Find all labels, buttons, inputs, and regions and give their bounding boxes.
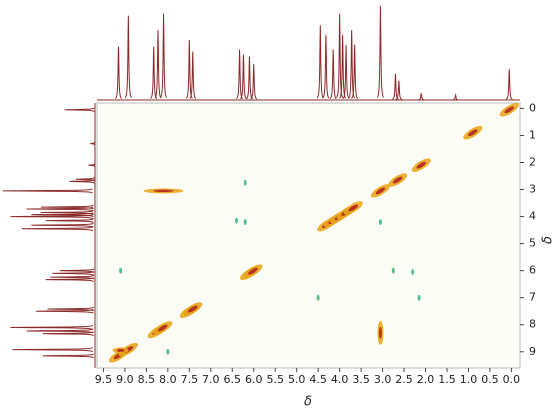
- top-projection-peak: [189, 51, 197, 100]
- x-tick-label: 1.5: [438, 373, 456, 386]
- y-tick-label: 1: [529, 128, 536, 141]
- y-tick-label: 0: [529, 101, 536, 114]
- y-tick-label: 5: [529, 237, 536, 250]
- top-projection-peak: [418, 93, 425, 101]
- x-tick-label: 0.5: [481, 373, 499, 386]
- top-projection-peak: [236, 49, 244, 100]
- peak-core: [504, 106, 515, 114]
- x-tick-label: 6.0: [245, 373, 263, 386]
- top-projection-peak: [322, 35, 330, 99]
- y-tick-label: 8: [529, 318, 536, 331]
- top-projection-peak: [316, 25, 324, 99]
- top-projection-peak: [348, 30, 356, 99]
- top-projection-peak: [154, 30, 162, 99]
- left-projection-peak: [21, 226, 94, 232]
- top-projection-peak: [160, 13, 168, 98]
- peak-core: [157, 324, 168, 332]
- top-projection-peak: [246, 56, 253, 100]
- left-projection-peak: [75, 177, 95, 182]
- y-tick-label: 6: [529, 264, 536, 277]
- x-tick-label: 0.0: [503, 373, 521, 386]
- x-tick-label: 9.0: [116, 373, 134, 386]
- left-projection-peak: [45, 218, 94, 223]
- weak-peak: [166, 348, 170, 355]
- top-projection-peak: [150, 46, 158, 99]
- peak-core: [153, 189, 174, 193]
- peak-core: [416, 161, 427, 169]
- weak-peak: [316, 294, 320, 301]
- x-tick-label: 7.0: [202, 373, 220, 386]
- left-projection-peak: [2, 188, 93, 194]
- x-tick-label: 1.0: [460, 373, 478, 386]
- left-projection-peak: [10, 325, 93, 330]
- left-projection-peak: [10, 214, 93, 219]
- weak-peak: [391, 267, 395, 274]
- top-projection-peak: [376, 5, 384, 98]
- weak-peak: [243, 218, 247, 225]
- weak-peak: [417, 294, 421, 301]
- top-projection-peak: [351, 44, 359, 99]
- left-projection-peak: [64, 107, 95, 113]
- peak-core: [187, 305, 198, 313]
- x-tick-label: 8.5: [138, 373, 156, 386]
- top-projection-peak: [250, 64, 258, 100]
- top-projection-peak: [336, 13, 344, 98]
- top-projection-peak: [240, 54, 247, 100]
- x-tick-label: 3.5: [352, 373, 370, 386]
- left-projection-peak: [40, 210, 94, 215]
- x-axis-label: δ: [304, 395, 312, 410]
- x-tick-label: 2.5: [395, 373, 413, 386]
- peak-core: [467, 129, 478, 137]
- weak-peak: [378, 218, 382, 225]
- top-projection-peak: [124, 15, 132, 98]
- x-tick-label: 9.5: [95, 373, 113, 386]
- left-projection-peak: [52, 271, 95, 276]
- peak-core: [348, 204, 359, 212]
- left-projection-peak: [59, 268, 95, 273]
- peak-core: [378, 326, 382, 339]
- y-tick-label: 2: [529, 155, 536, 168]
- y-tick-label: 7: [529, 291, 536, 304]
- top-projection-peak: [395, 80, 403, 100]
- top-projection-peak: [452, 93, 459, 101]
- x-tick-label: 4.0: [331, 373, 349, 386]
- y-axis-label: δ: [541, 236, 556, 244]
- top-projection-peak: [115, 46, 122, 99]
- left-projection-peak: [26, 328, 94, 334]
- left-projection-peak: [12, 347, 93, 353]
- peak-core: [392, 176, 403, 184]
- left-projection-peak: [90, 141, 96, 146]
- top-projection-peak: [329, 49, 337, 100]
- left-projection-peak: [47, 306, 95, 312]
- x-tick-label: 8.0: [159, 373, 177, 386]
- weak-peak: [119, 267, 123, 274]
- x-tick-label: 7.5: [181, 373, 199, 386]
- x-tick-label: 3.0: [374, 373, 392, 386]
- left-projection-peak: [42, 353, 94, 359]
- left-projection-peak: [26, 206, 94, 212]
- weak-peak: [235, 217, 239, 224]
- peak-core: [248, 267, 258, 275]
- left-projection-peak: [40, 204, 94, 210]
- x-tick-label: 2.0: [417, 373, 435, 386]
- peak-core: [375, 187, 386, 195]
- x-tick-label: 4.5: [309, 373, 327, 386]
- y-tick-label: 3: [529, 183, 536, 196]
- left-projection-peak: [88, 163, 96, 168]
- top-projection-peak: [339, 35, 347, 99]
- top-projection-peak: [505, 68, 513, 100]
- weak-peak: [243, 179, 247, 186]
- top-projection-peak: [342, 44, 350, 99]
- x-tick-label: 5.5: [266, 373, 284, 386]
- weak-peak: [411, 269, 415, 276]
- x-tick-label: 5.0: [288, 373, 306, 386]
- peak-core: [116, 348, 125, 352]
- y-tick-label: 4: [529, 210, 536, 223]
- y-tick-label: 9: [529, 345, 536, 358]
- left-projection-peak: [31, 222, 94, 228]
- left-projection-peak: [50, 274, 95, 280]
- x-tick-label: 6.5: [224, 373, 242, 386]
